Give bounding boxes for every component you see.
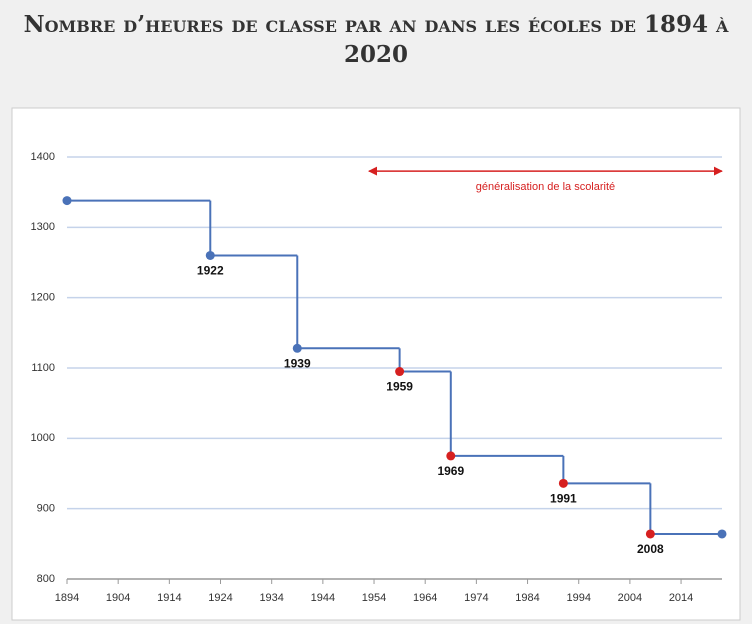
point [717, 529, 727, 539]
annotation-text: généralisation de la scolarité [476, 181, 615, 193]
y-tick-label: 1100 [31, 362, 55, 374]
y-tick-label: 1200 [31, 292, 55, 304]
point [558, 478, 568, 488]
x-tick-label: 1984 [515, 592, 539, 604]
y-tick-label: 900 [37, 503, 55, 515]
point [62, 196, 72, 206]
x-tick-label: 2014 [669, 592, 693, 604]
x-tick-label: 1904 [106, 592, 130, 604]
point-label: 1969 [437, 464, 464, 478]
point [446, 451, 456, 461]
x-tick-label: 1944 [311, 592, 335, 604]
y-tick-label: 1400 [31, 151, 55, 163]
x-tick-label: 1994 [566, 592, 590, 604]
point-label: 1922 [197, 264, 224, 278]
x-tick-label: 1914 [157, 592, 181, 604]
point-label: 1939 [284, 356, 311, 370]
y-tick-label: 1300 [31, 221, 55, 233]
chart-title: Nombre d’heures de classe par an dans le… [23, 11, 729, 68]
point [292, 343, 302, 353]
point-label: 1959 [386, 380, 413, 394]
x-tick-label: 1894 [55, 592, 79, 604]
y-tick-label: 800 [37, 573, 55, 585]
x-tick-label: 1974 [464, 592, 488, 604]
y-tick-label: 1000 [31, 432, 55, 444]
x-tick-label: 1954 [362, 592, 386, 604]
point [205, 250, 215, 260]
point [645, 529, 655, 539]
point [395, 367, 405, 377]
x-tick-label: 1934 [259, 592, 283, 604]
x-tick-label: 1924 [208, 592, 232, 604]
plot-panel [11, 107, 741, 621]
x-tick-label: 1964 [413, 592, 437, 604]
x-tick-label: 2004 [618, 592, 642, 604]
point-label: 1991 [550, 492, 577, 506]
point-label: 2008 [637, 542, 664, 556]
